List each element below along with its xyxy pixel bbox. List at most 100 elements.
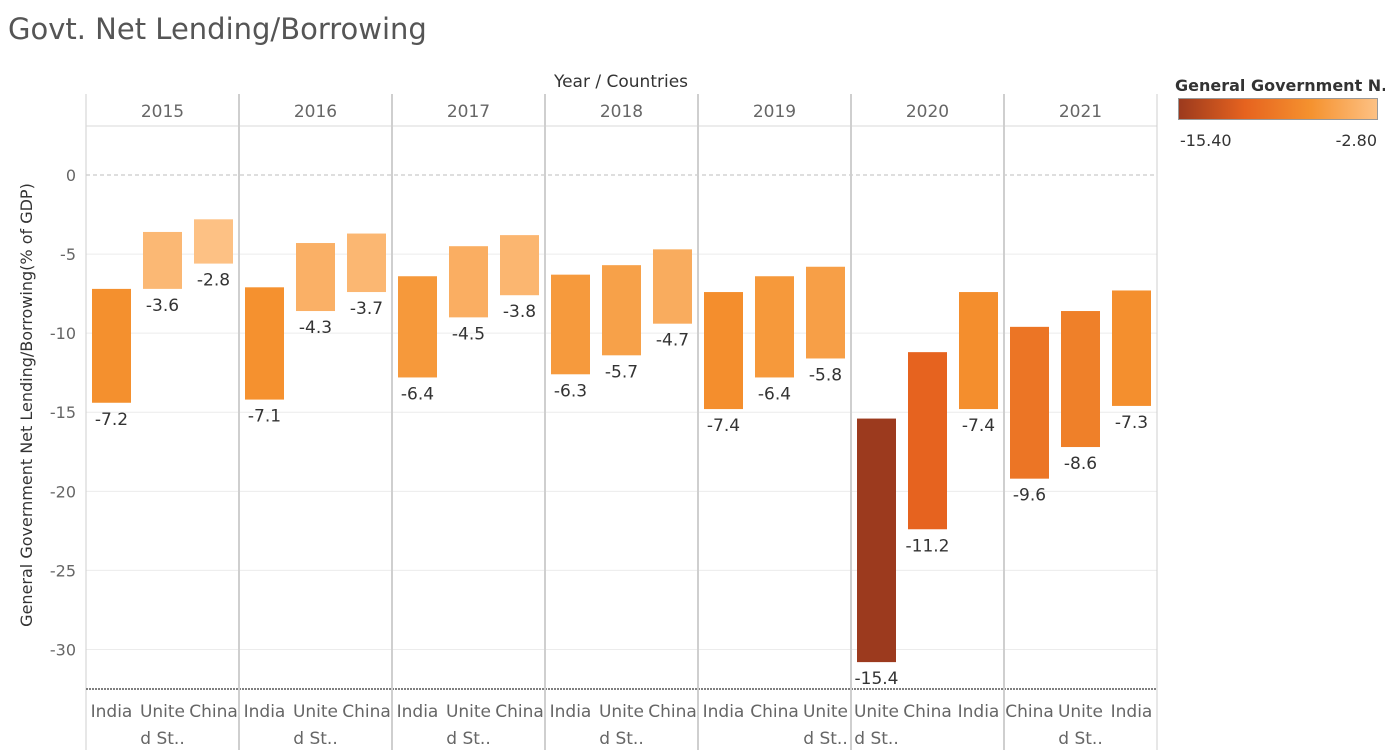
bar — [653, 249, 692, 324]
panel-2021: 2021 -9.6 China -8.6 Unite d St.. -7.3 India — [1003, 94, 1153, 750]
y-tick-label: -10 — [50, 324, 76, 343]
year-header: 2019 — [753, 102, 796, 122]
data-label: -6.4 — [401, 384, 434, 404]
x-tick-label: Unite — [854, 702, 899, 722]
x-tick-label: India — [550, 702, 592, 722]
x-tick-label: China — [1005, 702, 1054, 722]
bar — [806, 266, 845, 359]
data-label: -4.5 — [452, 324, 485, 344]
legend-max-label: -2.80 — [1335, 131, 1377, 150]
data-label: -2.8 — [197, 271, 230, 291]
bar — [449, 246, 488, 318]
y-tick-label: -5 — [60, 245, 76, 264]
x-tick-label: China — [750, 702, 799, 722]
year-header: 2020 — [906, 102, 949, 122]
page-title: Govt. Net Lending/Borrowing — [8, 12, 427, 46]
bar — [959, 292, 998, 410]
bar — [1061, 311, 1100, 448]
x-tick-label: d St.. — [446, 729, 490, 749]
bar — [143, 231, 182, 289]
data-label: -7.2 — [95, 410, 128, 430]
legend-color-ramp — [1178, 98, 1378, 120]
data-label: -6.4 — [758, 384, 791, 404]
year-header: 2015 — [141, 102, 184, 122]
panel-2020: 2020 -15.4 Unite d St.. -11.2 China -7.4 India — [850, 94, 1000, 750]
x-tick-label: Unite — [1058, 702, 1103, 722]
x-tick-label: Unite — [599, 702, 644, 722]
data-label: -6.3 — [554, 381, 587, 401]
y-axis-label: General Government Net Lending/Borrowing… — [17, 183, 36, 627]
panel-2015: 2015 -7.2 India -3.6 Unite d St.. -2.8 China — [91, 102, 238, 749]
panel-2016: 2016 -7.1 India -4.3 Unite d St.. -3.7 China — [238, 94, 391, 750]
bar — [500, 235, 539, 296]
x-tick-label: China — [189, 702, 238, 722]
x-tick-label: d St.. — [1058, 729, 1102, 749]
x-tick-label: China — [342, 702, 391, 722]
data-label: -7.3 — [1115, 413, 1148, 433]
y-tick-label: -30 — [50, 640, 76, 659]
bar — [551, 274, 590, 375]
x-tick-label: Unite — [293, 702, 338, 722]
data-label: -7.4 — [962, 416, 995, 436]
x-tick-label: d St.. — [854, 729, 898, 749]
x-tick-label: India — [397, 702, 439, 722]
x-tick-label: Unite — [803, 702, 848, 722]
x-tick-label: China — [495, 702, 544, 722]
bar — [908, 352, 947, 530]
column-header: Year / Countries — [553, 72, 688, 92]
panel-2017: 2017 -6.4 India -4.5 Unite d St.. -3.8 China — [391, 94, 544, 750]
data-label: -3.8 — [503, 302, 536, 322]
x-tick-label: India — [91, 702, 133, 722]
y-tick-label: -15 — [50, 403, 76, 422]
bar — [245, 287, 284, 400]
bar — [857, 418, 896, 663]
legend-title: General Government N.. — [1175, 76, 1385, 95]
data-label: -4.3 — [299, 318, 332, 338]
bar — [602, 265, 641, 356]
bar — [1010, 326, 1049, 479]
y-tick-label: 0 — [66, 166, 76, 185]
x-tick-label: India — [244, 702, 286, 722]
x-tick-label: China — [648, 702, 697, 722]
y-tick-label: -20 — [50, 482, 76, 501]
bar — [92, 288, 131, 403]
data-label: -9.6 — [1013, 486, 1046, 506]
y-tick-label: -25 — [50, 561, 76, 580]
x-tick-label: India — [703, 702, 745, 722]
data-label: -7.1 — [248, 407, 281, 427]
bar — [1112, 290, 1151, 406]
bar — [755, 276, 794, 378]
data-label: -5.8 — [809, 365, 842, 385]
year-header: 2021 — [1059, 102, 1102, 122]
year-header: 2018 — [600, 102, 643, 122]
x-tick-label: d St.. — [140, 729, 184, 749]
gridlines — [85, 94, 1158, 750]
panel-2018: 2018 -6.3 India -5.7 Unite d St.. -4.7 China — [544, 94, 697, 750]
bar — [704, 292, 743, 410]
year-header: 2017 — [447, 102, 490, 122]
year-header: 2016 — [294, 102, 337, 122]
x-tick-label: Unite — [140, 702, 185, 722]
x-tick-label: India — [1111, 702, 1153, 722]
x-tick-label: Unite — [446, 702, 491, 722]
x-tick-label: d St.. — [803, 729, 847, 749]
panel-2019: 2019 -7.4 India -6.4 China -5.8 Unite d St.. — [697, 94, 848, 750]
bar — [398, 276, 437, 378]
x-tick-label: d St.. — [293, 729, 337, 749]
bar — [296, 243, 335, 312]
y-axis-ticks: 0 -5 -10 -15 -20 -25 -30 — [50, 166, 76, 659]
bar — [347, 233, 386, 293]
x-tick-label: India — [958, 702, 1000, 722]
data-label: -5.7 — [605, 362, 638, 382]
legend-min-label: -15.40 — [1180, 131, 1232, 150]
x-tick-label: China — [903, 702, 952, 722]
data-label: -7.4 — [707, 416, 740, 436]
data-label: -3.6 — [146, 296, 179, 316]
x-tick-label: d St.. — [599, 729, 643, 749]
bar — [194, 219, 233, 264]
data-label: -11.2 — [906, 536, 950, 556]
data-label: -4.7 — [656, 331, 689, 351]
data-label: -8.6 — [1064, 454, 1097, 474]
